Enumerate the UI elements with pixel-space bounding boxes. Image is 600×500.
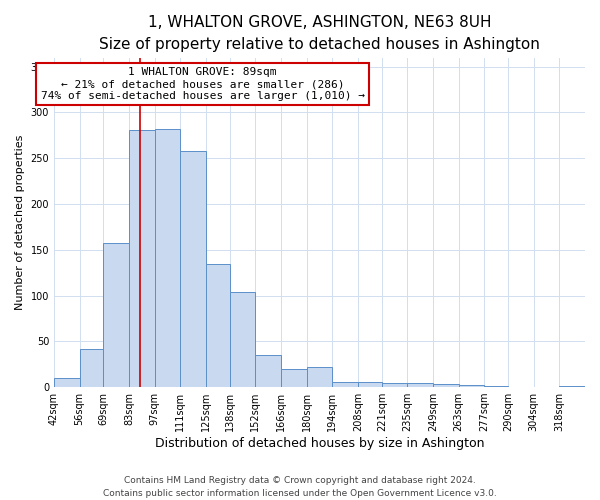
Bar <box>484 386 508 387</box>
Bar <box>129 130 155 387</box>
Text: Contains HM Land Registry data © Crown copyright and database right 2024.
Contai: Contains HM Land Registry data © Crown c… <box>103 476 497 498</box>
Bar <box>155 129 181 387</box>
Bar <box>433 384 458 387</box>
Bar <box>256 355 281 387</box>
Bar <box>181 151 206 387</box>
X-axis label: Distribution of detached houses by size in Ashington: Distribution of detached houses by size … <box>155 437 484 450</box>
Bar <box>230 292 256 387</box>
Bar <box>281 369 307 387</box>
Bar <box>332 382 358 387</box>
Bar <box>206 264 230 387</box>
Bar <box>407 384 433 387</box>
Y-axis label: Number of detached properties: Number of detached properties <box>15 134 25 310</box>
Bar <box>307 367 332 387</box>
Bar <box>382 382 407 387</box>
Bar <box>458 386 484 387</box>
Title: 1, WHALTON GROVE, ASHINGTON, NE63 8UH
Size of property relative to detached hous: 1, WHALTON GROVE, ASHINGTON, NE63 8UH Si… <box>99 15 540 52</box>
Text: 1 WHALTON GROVE: 89sqm
← 21% of detached houses are smaller (286)
74% of semi-de: 1 WHALTON GROVE: 89sqm ← 21% of detached… <box>41 68 365 100</box>
Bar <box>559 386 585 387</box>
Bar <box>358 382 382 387</box>
Bar <box>80 348 103 387</box>
Bar <box>103 244 129 387</box>
Bar <box>54 378 80 387</box>
